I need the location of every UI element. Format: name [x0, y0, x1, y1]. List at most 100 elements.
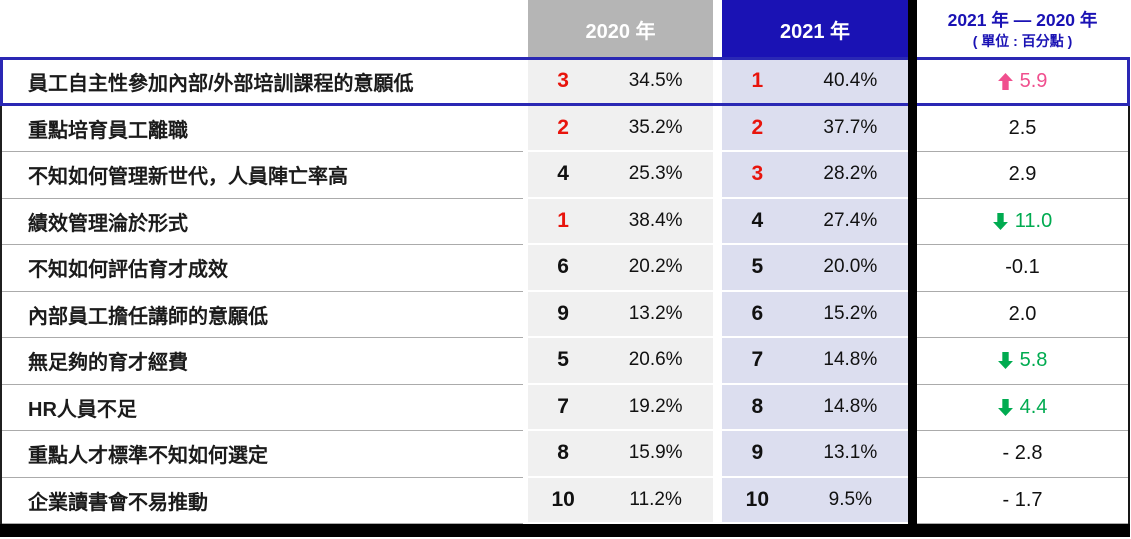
challenge-label-cell: 員工自主性參加內部/外部培訓課程的意願低 [0, 59, 523, 106]
table-body: 員工自主性參加內部/外部培訓課程的意願低 3 34.5% 1 40.4% 5.9… [0, 59, 1130, 524]
challenge-label-cell: HR人員不足 [0, 385, 523, 431]
percent-2021: 14.8% [823, 395, 878, 417]
challenge-label-cell: 不知如何評估育才成效 [0, 245, 523, 292]
column-header-2020: 2020 年 [528, 0, 713, 59]
rank-2021: 3 [751, 162, 764, 186]
rank-2021: 6 [751, 301, 764, 325]
cell-2021: 5 20.0% [722, 245, 908, 292]
diff-value: 5.8 [1019, 349, 1048, 372]
percent-2020: 38.4% [628, 209, 683, 231]
challenge-label-cell: 企業讀書會不易推動 [0, 478, 523, 524]
cell-2021: 7 14.8% [722, 338, 908, 385]
percent-2021: 9.5% [828, 488, 872, 510]
down-arrow-icon [997, 398, 1013, 416]
rank-2020: 8 [557, 441, 569, 465]
table-row: HR人員不足 7 19.2% 8 14.8% 4.4 [0, 384, 1130, 431]
rank-2020: 7 [557, 394, 569, 418]
column-header-2021: 2021 年 [722, 0, 908, 59]
percent-2021: 37.7% [823, 116, 878, 138]
diff-value: -0.1 [1005, 256, 1040, 279]
percent-2021: 27.4% [823, 209, 878, 231]
cell-2021: 1 40.4% [722, 59, 908, 106]
percent-2020: 20.2% [628, 256, 683, 278]
cell-2021: 8 14.8% [722, 384, 908, 431]
rank-2020: 5 [557, 348, 569, 372]
rank-2021: 5 [751, 255, 764, 279]
cell-2020: 1 38.4% [528, 198, 713, 245]
diff-value: - 1.7 [1002, 488, 1043, 511]
table-row: 無足夠的育才經費 5 20.6% 7 14.8% 5.8 [0, 338, 1130, 385]
challenge-label: 員工自主性參加內部/外部培訓課程的意願低 [28, 73, 414, 96]
table-row: 員工自主性參加內部/外部培訓課程的意願低 3 34.5% 1 40.4% 5.9 [0, 59, 1130, 106]
percent-2021: 40.4% [823, 70, 878, 92]
challenge-label-cell: 重點人才標準不知如何選定 [0, 431, 523, 478]
table-row: 績效管理淪於形式 1 38.4% 4 27.4% 11.0 [0, 198, 1130, 245]
diff-value: - 2.8 [1002, 442, 1043, 465]
percent-2020: 34.5% [628, 70, 683, 92]
percent-2020: 35.2% [628, 116, 683, 138]
diff-value: 5.9 [1019, 70, 1048, 93]
challenge-label-cell: 內部員工擔任講師的意願低 [0, 292, 523, 338]
cell-2021: 6 15.2% [722, 291, 908, 338]
challenge-label: 不知如何評估育才成效 [28, 259, 228, 282]
rank-2021: 2 [751, 115, 764, 139]
cell-2020: 7 19.2% [528, 384, 713, 431]
down-arrow-icon [997, 352, 1013, 370]
cell-diff: 2.5 [917, 106, 1128, 152]
cell-2021: 3 28.2% [722, 152, 908, 199]
cell-2021: 4 27.4% [722, 198, 908, 245]
diff-value: 11.0 [1014, 209, 1053, 232]
challenge-label-cell: 不知如何管理新世代，人員陣亡率高 [0, 152, 523, 199]
percent-2020: 13.2% [628, 302, 683, 324]
cell-diff: 2.0 [917, 292, 1128, 338]
percent-2020: 20.6% [628, 349, 683, 371]
percent-2020: 15.9% [628, 442, 683, 464]
cell-2020: 8 15.9% [528, 431, 713, 478]
cell-diff: 4.4 [917, 385, 1128, 431]
down-arrow-icon [992, 212, 1008, 230]
table-row: 不知如何評估育才成效 6 20.2% 5 20.0% -0.1 [0, 245, 1130, 292]
table-row: 重點人才標準不知如何選定 8 15.9% 9 13.1% - 2.8 [0, 431, 1130, 478]
cell-2020: 10 11.2% [528, 477, 713, 524]
challenge-label: HR人員不足 [28, 398, 137, 421]
table-row: 重點培育員工離職 2 35.2% 2 37.7% 2.5 [0, 105, 1130, 152]
rank-2020: 6 [557, 255, 569, 279]
challenge-label-cell: 績效管理淪於形式 [0, 199, 523, 245]
cell-diff: 2.9 [917, 152, 1128, 199]
challenge-label: 企業讀書會不易推動 [28, 491, 208, 514]
rank-2021: 4 [751, 208, 764, 232]
table-row: 不知如何管理新世代，人員陣亡率高 4 25.3% 3 28.2% 2.9 [0, 152, 1130, 199]
rank-2020: 3 [557, 69, 569, 93]
cell-diff: 5.9 [917, 59, 1128, 106]
rank-2021: 1 [751, 69, 764, 93]
cell-2021: 10 9.5% [722, 477, 908, 524]
challenge-label-cell: 重點培育員工離職 [0, 106, 523, 152]
challenge-label: 無足夠的育才經費 [28, 352, 188, 375]
challenge-label: 不知如何管理新世代，人員陣亡率高 [28, 166, 348, 189]
table-row: 企業讀書會不易推動 10 11.2% 10 9.5% - 1.7 [0, 477, 1130, 524]
cell-2020: 3 34.5% [528, 59, 713, 106]
cell-2020: 6 20.2% [528, 245, 713, 292]
rank-2020: 9 [557, 301, 569, 325]
diff-value: 4.4 [1019, 395, 1048, 418]
cell-2020: 5 20.6% [528, 338, 713, 385]
challenge-label-cell: 無足夠的育才經費 [0, 338, 523, 385]
diff-header-title: 2021 年 — 2020 年 [947, 10, 1098, 31]
table-right-border [1128, 104, 1130, 537]
rank-2021: 10 [745, 487, 770, 511]
percent-2020: 25.3% [628, 163, 683, 185]
cell-diff: -0.1 [917, 245, 1128, 292]
percent-2020: 19.2% [628, 395, 683, 417]
percent-2021: 13.1% [823, 442, 878, 464]
rank-2021: 9 [751, 441, 764, 465]
diff-header-unit: ( 單位 : 百分點 ) [972, 32, 1073, 49]
percent-2021: 14.8% [823, 349, 878, 371]
table-header-row: 2020 年 2021 年 2021 年 — 2020 年 ( 單位 : 百分點… [0, 0, 1131, 59]
cell-2020: 4 25.3% [528, 152, 713, 199]
rank-2020: 4 [557, 162, 569, 186]
cell-diff: - 2.8 [917, 431, 1128, 478]
percent-2020: 11.2% [629, 488, 682, 510]
percent-2021: 28.2% [823, 163, 878, 185]
diff-value: 2.5 [1008, 116, 1037, 139]
challenge-label: 內部員工擔任講師的意願低 [28, 305, 268, 328]
